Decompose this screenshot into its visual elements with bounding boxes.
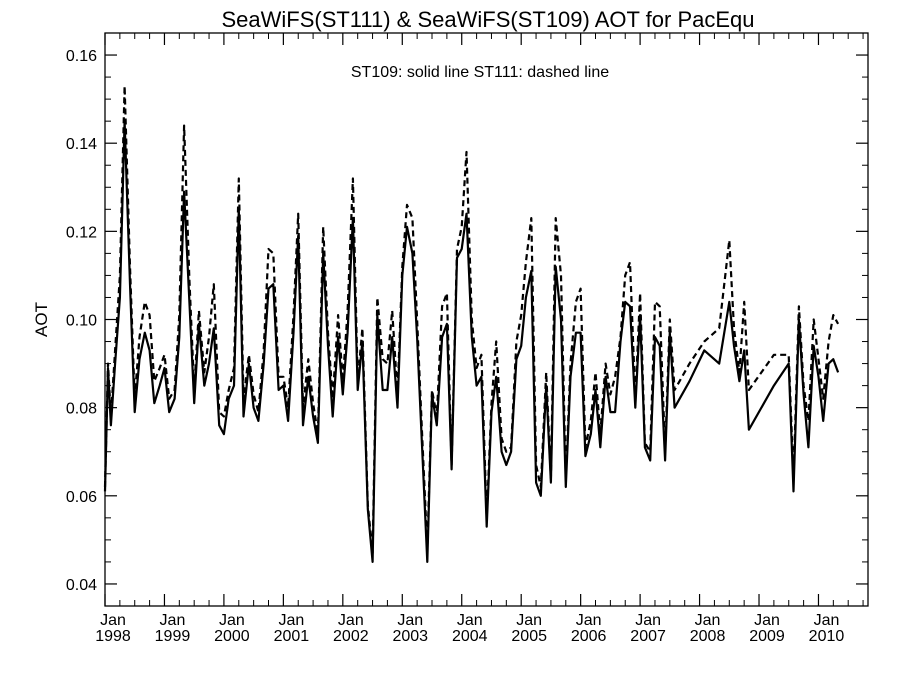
- x-tick-year-label: 2009: [749, 628, 785, 645]
- x-tick-year-label: 2002: [333, 628, 369, 645]
- x-tick-year-label: 1999: [155, 628, 191, 645]
- chart-title: SeaWiFS(ST111) & SeaWiFS(ST109) AOT for …: [221, 7, 754, 32]
- series-line-st111: [103, 84, 840, 555]
- x-tick-year-label: 2008: [690, 628, 726, 645]
- x-tick-month-label: Jan: [754, 612, 780, 629]
- x-tick-month-label: Jan: [576, 612, 602, 629]
- x-tick-year-label: 2010: [809, 628, 845, 645]
- line-style-annotation: ST109: solid line ST111: dashed line: [351, 64, 609, 81]
- x-tick-year-label: 2006: [571, 628, 607, 645]
- y-tick-label: 0.10: [66, 313, 97, 330]
- x-tick-month-label: Jan: [397, 612, 423, 629]
- x-tick-month-label: Jan: [695, 612, 721, 629]
- x-tick-month-label: Jan: [278, 612, 304, 629]
- axes: 0.040.060.080.100.120.140.16Jan1998Jan19…: [66, 32, 869, 645]
- x-tick-year-label: 2007: [630, 628, 666, 645]
- x-tick-month-label: Jan: [814, 612, 840, 629]
- y-axis-label: AOT: [32, 302, 51, 337]
- x-tick-year-label: 2001: [274, 628, 310, 645]
- x-tick-month-label: Jan: [219, 612, 245, 629]
- series-lines: [103, 84, 840, 563]
- x-tick-year-label: 2004: [452, 628, 488, 645]
- x-tick-year-label: 2003: [392, 628, 428, 645]
- series-line-st109: [103, 120, 840, 563]
- x-tick-month-label: Jan: [516, 612, 542, 629]
- y-tick-label: 0.04: [66, 577, 97, 594]
- x-tick-month-label: Jan: [338, 612, 364, 629]
- x-tick-month-label: Jan: [160, 612, 186, 629]
- y-tick-label: 0.16: [66, 48, 97, 65]
- y-tick-label: 0.12: [66, 224, 97, 241]
- x-tick-month-label: Jan: [100, 612, 126, 629]
- y-tick-label: 0.14: [66, 136, 97, 153]
- y-tick-label: 0.08: [66, 401, 97, 418]
- x-tick-year-label: 2000: [214, 628, 250, 645]
- x-tick-month-label: Jan: [457, 612, 483, 629]
- x-tick-year-label: 1998: [95, 628, 131, 645]
- y-tick-label: 0.06: [66, 489, 97, 506]
- x-tick-month-label: Jan: [635, 612, 661, 629]
- x-tick-year-label: 2005: [511, 628, 547, 645]
